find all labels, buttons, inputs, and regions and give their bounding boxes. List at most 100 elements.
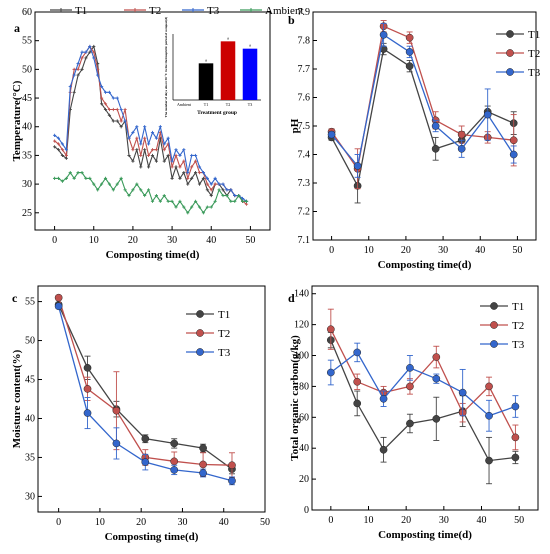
data-point <box>193 159 198 163</box>
data-point <box>182 148 186 152</box>
inset-bar-t3 <box>242 48 258 100</box>
y-tick-label: 7.2 <box>298 207 311 218</box>
legend-marker <box>490 302 498 310</box>
data-point <box>240 196 245 201</box>
legend-marker <box>506 68 514 76</box>
data-point <box>143 148 147 152</box>
plot-frame <box>37 285 266 513</box>
panel-a: a 0 10 20 30 40 50 25 30 35 40 45 50 55 60 Composting t… <box>11 5 304 261</box>
data-point <box>83 363 92 372</box>
plot-area <box>54 293 236 486</box>
plot-area <box>52 44 249 215</box>
data-point <box>83 385 92 393</box>
panel-c: c 0 10 20 30 40 50 30 35 40 45 50 55 Composting time(… <box>11 285 270 543</box>
y-tick-label: 50 <box>25 336 35 347</box>
data-point <box>225 193 229 198</box>
data-point <box>190 165 194 169</box>
data-point <box>64 156 68 160</box>
series-line <box>54 171 247 214</box>
y-tick-label: 7.6 <box>298 93 311 104</box>
data-point <box>92 182 96 186</box>
data-point <box>143 193 147 198</box>
data-point <box>511 453 520 462</box>
data-point <box>166 136 170 140</box>
data-point <box>103 176 108 180</box>
data-point <box>170 199 174 203</box>
data-point <box>111 188 115 192</box>
data-point <box>326 368 335 377</box>
data-point <box>111 96 115 100</box>
data-point <box>68 171 72 175</box>
y-tick-label: 7.9 <box>298 7 311 18</box>
y-tick-label: 25 <box>22 208 32 219</box>
data-point <box>103 107 108 112</box>
data-point <box>76 67 80 71</box>
data-point <box>432 353 441 361</box>
y-axis-label: Total organic carbon(g/kg) <box>289 335 301 461</box>
data-point <box>432 374 441 383</box>
data-point <box>141 434 150 443</box>
data-point <box>52 133 57 137</box>
data-point <box>193 153 198 158</box>
data-point <box>92 50 96 54</box>
data-point <box>379 394 388 403</box>
data-point <box>162 142 166 146</box>
x-tick-label: 30 <box>438 245 448 256</box>
x-tick-label: 10 <box>364 245 374 256</box>
data-point <box>240 199 245 203</box>
legend-item-t3: T3 <box>186 347 231 359</box>
panel-label: b <box>288 13 295 27</box>
x-tick-label: 10 <box>89 235 99 246</box>
data-point <box>228 461 236 470</box>
data-point <box>405 33 414 42</box>
data-point <box>213 176 217 180</box>
data-point <box>353 399 362 408</box>
y-tick-label: 45 <box>22 93 32 104</box>
y-tick-label: 100 <box>294 351 309 362</box>
data-point <box>432 415 441 423</box>
x-axis-label: Composting time(d) <box>378 259 472 271</box>
series-t3 <box>54 302 236 486</box>
data-point <box>88 176 92 180</box>
data-point <box>178 153 182 158</box>
data-point <box>54 302 63 311</box>
y-axis-label: pH <box>289 118 301 133</box>
data-point <box>353 162 362 170</box>
series-t3 <box>327 22 518 178</box>
legend-label: T2 <box>149 5 161 17</box>
plot-frame <box>312 11 537 241</box>
series-line <box>330 339 516 462</box>
legend-label: T1 <box>218 309 230 321</box>
data-point <box>154 193 159 198</box>
data-point <box>225 188 229 192</box>
data-point <box>80 50 84 54</box>
data-point <box>406 364 414 372</box>
data-point <box>209 205 213 209</box>
data-point <box>76 62 80 66</box>
inset-category-label: T2 <box>226 102 230 107</box>
inset-category-label: T3 <box>248 102 252 107</box>
data-point <box>146 153 151 158</box>
data-point <box>170 466 179 474</box>
data-point <box>178 176 182 180</box>
data-point <box>197 165 202 169</box>
data-point <box>52 145 57 149</box>
data-point <box>131 130 135 135</box>
x-tick-label: 0 <box>52 235 57 246</box>
data-point <box>60 179 65 183</box>
data-point <box>485 382 493 391</box>
x-tick-label: 40 <box>206 235 216 246</box>
data-point <box>107 113 112 117</box>
data-point <box>405 48 414 56</box>
data-point <box>244 202 249 206</box>
legend-marker <box>133 8 137 12</box>
x-tick-label: 50 <box>260 517 270 528</box>
data-point <box>56 136 61 140</box>
data-point <box>182 171 186 175</box>
legend-label: T1 <box>512 301 524 313</box>
legend-marker <box>506 30 514 38</box>
data-point <box>119 119 123 123</box>
data-point <box>178 199 182 203</box>
data-point <box>217 188 221 192</box>
